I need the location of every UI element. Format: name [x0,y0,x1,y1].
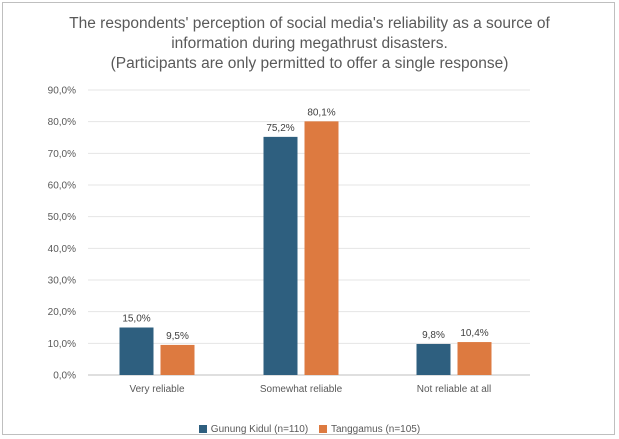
legend-swatch-tanggamus [318,425,327,433]
bar-tanggamus-0 [160,344,195,375]
y-tick-label-0: 0,0% [53,371,76,382]
y-tick-label-30: 30,0% [48,276,76,287]
y-tick-label-90: 90,0% [48,86,76,97]
title-line-1: The respondents' perception of social me… [69,15,550,32]
bar-gunung-0 [119,327,154,375]
bar-gunung-2 [416,343,451,375]
legend-item-gunung-kidul: Gunung Kidul (n=110) [198,424,309,435]
data-label-gunung-1: 75,2% [266,123,294,134]
data-label-tanggamus-0: 9,5% [166,331,189,342]
bar-tanggamus-1 [304,121,339,375]
data-label-tanggamus-2: 10,4% [460,328,488,339]
y-tick-label-40: 40,0% [48,244,76,255]
y-tick-label-80: 80,0% [48,117,76,128]
y-tick-label-10: 10,0% [48,339,76,350]
data-label-gunung-2: 9,8% [422,330,445,341]
y-tick-label-70: 70,0% [48,149,76,160]
legend-label-tanggamus: Tanggamus (n=105) [330,424,421,435]
title-line-3: (Participants are only permitted to offe… [110,55,509,72]
x-tick-label-2: Not reliable at all [417,384,491,395]
data-label-gunung-0: 15,0% [122,314,150,325]
legend-swatch-gunung-kidul [198,425,207,433]
y-tick-label-60: 60,0% [48,181,76,192]
legend: Gunung Kidul (n=110) Tanggamus (n=105) [0,424,619,435]
chart-title: The respondents' perception of social me… [0,14,619,74]
bar-gunung-1 [263,136,298,375]
bar-tanggamus-2 [457,342,492,375]
y-tick-label-50: 50,0% [48,212,76,223]
x-tick-label-1: Somewhat reliable [260,384,343,395]
legend-item-tanggamus: Tanggamus (n=105) [318,424,421,435]
x-tick-label-0: Very reliable [129,384,184,395]
title-line-2: information during megathrust disasters. [171,35,448,52]
y-tick-label-20: 20,0% [48,307,76,318]
data-label-tanggamus-1: 80,1% [307,107,335,118]
legend-label-gunung-kidul: Gunung Kidul (n=110) [210,424,309,435]
